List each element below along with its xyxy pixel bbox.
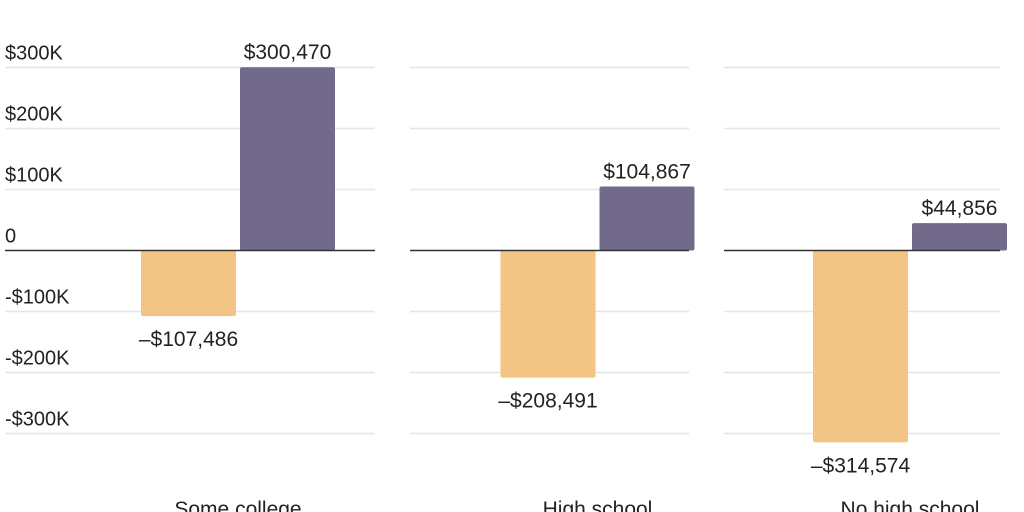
bar-positive [912, 223, 1007, 251]
data-label: $300,470 [244, 41, 332, 64]
data-label: $44,856 [922, 197, 998, 220]
y-tick-label: -$200K [5, 348, 70, 370]
panel-label: High school [543, 498, 653, 512]
data-label: –$314,574 [811, 454, 911, 477]
data-label: –$107,486 [139, 328, 238, 351]
bar-negative [141, 250, 236, 317]
panel-label: Some college [174, 498, 301, 512]
bar-negative [500, 250, 596, 378]
data-label: –$208,491 [498, 390, 597, 413]
bar-positive [599, 186, 695, 251]
panel-label: No high school [841, 498, 980, 512]
y-tick-label: $200K [5, 104, 63, 126]
bar-negative [813, 250, 908, 443]
bar-positive [240, 67, 335, 251]
y-tick-label: 0 [5, 226, 16, 248]
y-tick-label: -$100K [5, 287, 70, 309]
y-tick-label: $300K [5, 43, 63, 65]
bar-layer [141, 67, 1007, 443]
label-layer: $300K $200K $100K 0 -$100K -$200K -$300K –$107,… [5, 41, 997, 512]
y-tick-label: $100K [5, 165, 63, 187]
y-tick-label: -$300K [5, 409, 70, 431]
data-label: $104,867 [603, 161, 691, 184]
